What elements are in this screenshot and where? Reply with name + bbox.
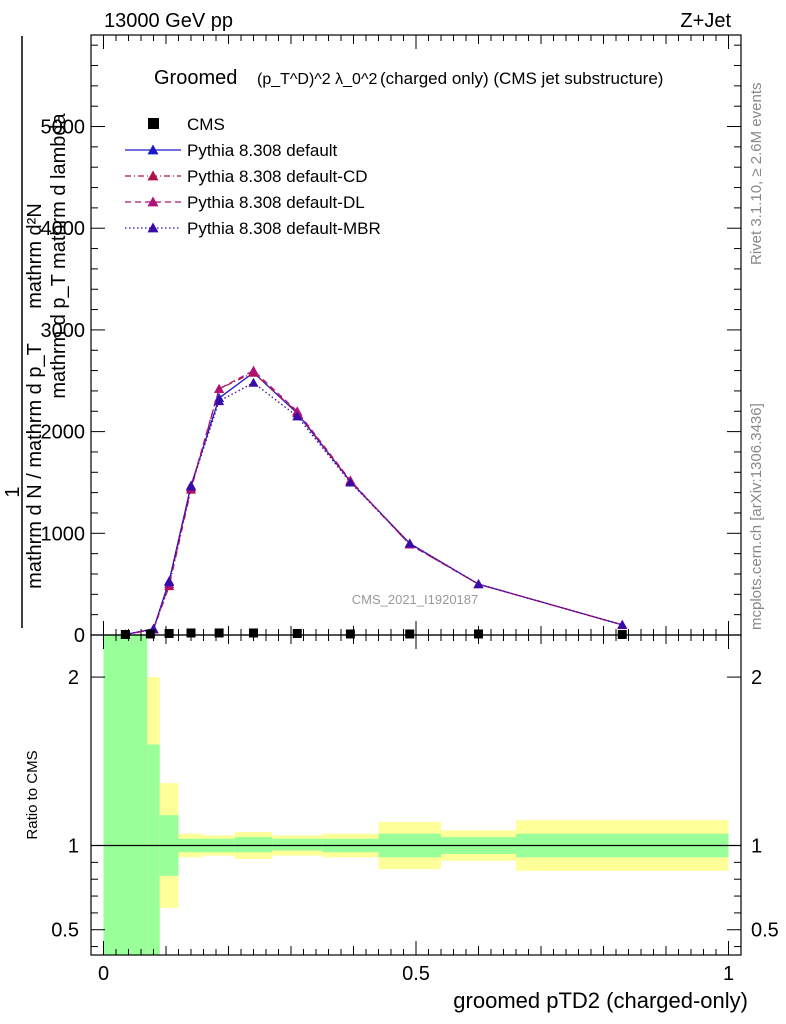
series-point-4 — [617, 619, 628, 629]
main-ytick-label: 1000 — [41, 523, 86, 545]
series-point-4 — [164, 577, 175, 587]
xtick-label: 0.5 — [402, 963, 430, 985]
x-axis-label: groomed pTD2 (charged-only) — [453, 988, 748, 1013]
cms-point — [292, 628, 302, 638]
legend-label-1: Pythia 8.308 default — [187, 141, 338, 160]
ratio-ytick-label-right: 1 — [751, 836, 762, 858]
main-ytick-label: 0 — [74, 625, 85, 647]
ratio-ytick-label: 2 — [68, 667, 79, 689]
main-series — [120, 365, 628, 639]
rivet-label: Rivet 3.1.10, ≥ 2.6M events — [748, 83, 765, 266]
legend-marker-4 — [147, 222, 159, 233]
cms-point — [164, 628, 174, 638]
ylabel-numerator: mathrm d²N — [24, 203, 46, 309]
ratio-ytick-label: 1 — [68, 836, 79, 858]
cms-point — [474, 629, 483, 639]
ratio-band-inner-1 — [147, 744, 160, 955]
ratio-ytick-label: 0.5 — [51, 920, 79, 942]
ratio-axes: 0 0.5 1 0.5 0.5 1 1 2 2 — [51, 634, 779, 985]
main-ytick-label: 3000 — [41, 320, 86, 342]
ratio-band-inner-5 — [234, 837, 273, 853]
legend-label-0: CMS — [187, 115, 225, 134]
cms-point — [214, 628, 224, 638]
series-point-4 — [473, 579, 484, 589]
main-axes: 0 1000 2000 3000 4000 5000 — [41, 34, 742, 647]
xtick-label: 0 — [98, 963, 109, 985]
plot-title: Groomed (p_T^D)^2 λ_0^2 (charged only) (… — [154, 67, 663, 89]
series-point-4 — [292, 411, 303, 421]
cms-point — [145, 629, 155, 639]
legend-label-2: Pythia 8.308 default-CD — [187, 167, 368, 186]
cms-point — [120, 629, 130, 639]
ratio-band-inner-0 — [103, 635, 148, 955]
ratio-ytick-label-right: 0.5 — [751, 920, 779, 942]
cms-point — [345, 629, 355, 639]
ylabel-denominator: mathrm d N / mathrm d p_T — [24, 343, 46, 589]
series-point-4 — [214, 396, 225, 406]
title-suffix: (charged only) (CMS jet substructure) — [380, 69, 663, 88]
main-ytick-label: 5000 — [41, 117, 86, 139]
main-ytick-label: 4000 — [41, 218, 86, 240]
legend-marker-cms — [148, 118, 159, 129]
cms-point — [249, 628, 258, 638]
legend-label-4: Pythia 8.308 default-MBR — [187, 219, 381, 238]
legend-marker-2 — [147, 170, 159, 181]
cms-point — [186, 628, 196, 638]
ratio-band-inner-6 — [272, 838, 323, 851]
ylabel-one: 1 — [2, 486, 24, 497]
series-point-3 — [292, 406, 303, 416]
series-point-3 — [214, 383, 225, 393]
mcplots-label: mcplots.cern.ch [arXiv:1306.3436] — [748, 403, 765, 630]
series-point-4 — [186, 481, 196, 491]
series-point-4 — [404, 538, 415, 548]
ratio-ytick-label-right: 2 — [751, 667, 762, 689]
series-point-4 — [345, 477, 356, 487]
xtick-label: 1 — [723, 963, 734, 985]
legend-label-3: Pythia 8.308 default-DL — [187, 193, 365, 212]
cms-point — [617, 629, 627, 639]
legend-marker-3 — [147, 196, 159, 207]
ratio-ylabel: Ratio to CMS — [24, 750, 41, 839]
legend: CMS Pythia 8.308 default Pythia 8.308 defa… — [125, 115, 381, 238]
main-ytick-label: 2000 — [41, 422, 86, 444]
title-math: (p_T^D)^2 λ_0^2 — [257, 71, 377, 88]
series-point-4 — [248, 377, 259, 387]
main-ylabel: mathrm d²N mathrm d p_T mathrm d lambda … — [2, 36, 70, 628]
ratio-bands — [103, 635, 729, 955]
header-left: 13000 GeV pp — [104, 10, 233, 32]
cms-point — [405, 629, 415, 639]
header-right: Z+Jet — [680, 10, 731, 32]
title-prefix: Groomed — [154, 67, 237, 89]
watermark: CMS_2021_I1920187 — [352, 592, 479, 607]
ratio-frame — [90, 634, 742, 956]
series-point-3 — [248, 365, 259, 375]
ylabel-numerator-line2: mathrm d p_T mathrm d lambda — [48, 112, 70, 398]
legend-marker-1 — [147, 144, 159, 155]
